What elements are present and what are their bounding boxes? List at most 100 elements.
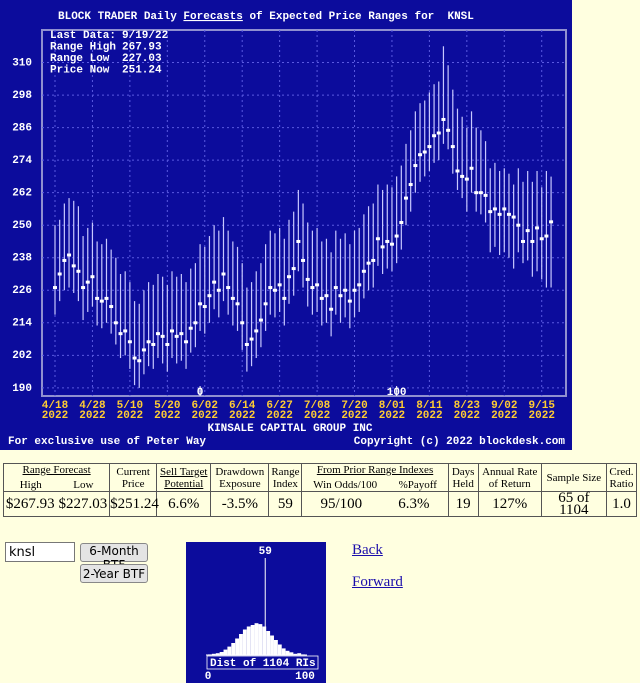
header-cell: Range Index xyxy=(268,463,303,492)
price-marker xyxy=(174,334,179,338)
price-marker xyxy=(230,296,235,300)
price-marker xyxy=(155,332,160,336)
price-marker xyxy=(90,275,95,279)
header-cell: Days Held xyxy=(447,463,479,492)
price-marker xyxy=(324,294,329,298)
symbol-input[interactable] xyxy=(5,542,75,562)
background xyxy=(0,0,572,450)
info-value: 267.93 xyxy=(122,41,162,53)
x-tick-label: 9/02 xyxy=(491,400,517,412)
price-marker xyxy=(277,283,282,287)
price-marker xyxy=(549,220,554,224)
price-marker xyxy=(338,294,343,298)
value-cell: 1.0 xyxy=(605,491,638,517)
price-marker xyxy=(301,258,306,262)
price-marker xyxy=(188,326,193,330)
header-row: Range Forecast High Low Current Price Sell T… xyxy=(2,463,638,492)
marker-label: 59 xyxy=(259,546,272,558)
price-marker xyxy=(502,207,507,211)
price-marker xyxy=(343,288,348,292)
x-tick-year: 2022 xyxy=(304,410,330,422)
six-month-button[interactable]: 6-Month BTF xyxy=(80,543,148,572)
price-marker xyxy=(216,288,221,292)
header-cell: Current Price xyxy=(109,463,158,492)
header-cell: Range Forecast High Low xyxy=(2,463,111,492)
price-marker xyxy=(394,234,399,238)
price-marker xyxy=(76,269,81,273)
annotation-label: 100 xyxy=(387,387,407,399)
hist-bar xyxy=(266,631,271,655)
value-cell: $251.24 xyxy=(109,491,159,517)
x-tick-label: 4/28 xyxy=(79,400,106,412)
y-tick-label: 202 xyxy=(12,350,32,362)
header-subtitle: High xyxy=(19,479,42,491)
price-marker xyxy=(315,283,320,287)
price-marker xyxy=(202,305,207,309)
header-title: Days Held xyxy=(451,465,475,490)
price-marker xyxy=(497,212,502,216)
header-title: Drawdown Exposure xyxy=(215,465,265,490)
footer-left: For exclusive use of Peter Way xyxy=(8,436,206,448)
header-cell: Annual Rate of Return xyxy=(477,463,542,492)
price-marker xyxy=(483,193,488,197)
price-marker xyxy=(418,153,423,157)
price-marker xyxy=(146,340,151,344)
price-marker xyxy=(249,337,254,341)
price-marker xyxy=(361,269,366,273)
two-year-button[interactable]: 2-Year BTF xyxy=(80,564,148,583)
caption: Dist of 1104 RIs xyxy=(210,658,316,670)
price-marker xyxy=(474,191,479,195)
y-tick-label: 298 xyxy=(12,90,32,102)
y-tick-label: 214 xyxy=(12,318,32,330)
hist-bar xyxy=(239,634,243,655)
header-cell: From Prior Range Indexes Win Odds/100 %Pay… xyxy=(301,463,449,492)
price-marker xyxy=(137,359,142,363)
value-cell: 6.6% xyxy=(156,491,212,517)
price-marker xyxy=(380,245,385,249)
x-tick-year: 2022 xyxy=(454,410,480,422)
forward-link[interactable]: Forward xyxy=(352,574,403,590)
price-marker xyxy=(469,166,474,170)
price-marker xyxy=(347,299,352,303)
price-marker xyxy=(516,223,521,227)
back-link[interactable]: Back xyxy=(352,542,383,558)
price-marker xyxy=(268,286,273,290)
y-tick-label: 274 xyxy=(12,155,32,167)
price-marker xyxy=(244,342,249,346)
price-marker xyxy=(132,356,137,360)
plot-frame xyxy=(41,29,567,397)
price-marker xyxy=(319,296,324,300)
value-cell: 59 xyxy=(268,491,303,517)
price-marker xyxy=(67,253,72,257)
price-marker xyxy=(272,288,277,292)
price-marker xyxy=(460,174,465,178)
x-tick-label: 7/08 xyxy=(304,400,331,412)
price-marker xyxy=(539,237,544,241)
y-tick-label: 190 xyxy=(12,383,32,395)
price-marker xyxy=(57,272,62,276)
price-marker xyxy=(71,264,76,268)
x-tick-year: 2022 xyxy=(42,410,68,422)
price-marker xyxy=(455,169,460,173)
price-marker xyxy=(235,302,240,306)
price-marker xyxy=(151,342,156,346)
price-marker xyxy=(258,318,263,322)
value: $227.03 xyxy=(58,496,108,512)
price-marker xyxy=(333,286,338,290)
price-marker xyxy=(404,196,408,200)
price-marker xyxy=(123,329,128,333)
forecasts-link[interactable]: Forecasts xyxy=(183,11,242,23)
hist-bar xyxy=(289,652,294,655)
price-marker xyxy=(432,134,437,138)
value: 95/100 xyxy=(320,496,363,512)
price-marker xyxy=(399,220,404,224)
price-marker xyxy=(104,296,109,300)
price-marker xyxy=(226,286,231,290)
header-sub: Win Odds/100 %Payoff xyxy=(302,479,447,491)
header-title: Sample Size xyxy=(546,471,602,484)
price-marker xyxy=(492,207,497,211)
price-marker xyxy=(446,128,451,132)
title-part: of Expected Price Ranges for KNSL xyxy=(243,11,474,23)
hist-bar xyxy=(235,638,240,655)
hist-bar xyxy=(273,640,278,655)
